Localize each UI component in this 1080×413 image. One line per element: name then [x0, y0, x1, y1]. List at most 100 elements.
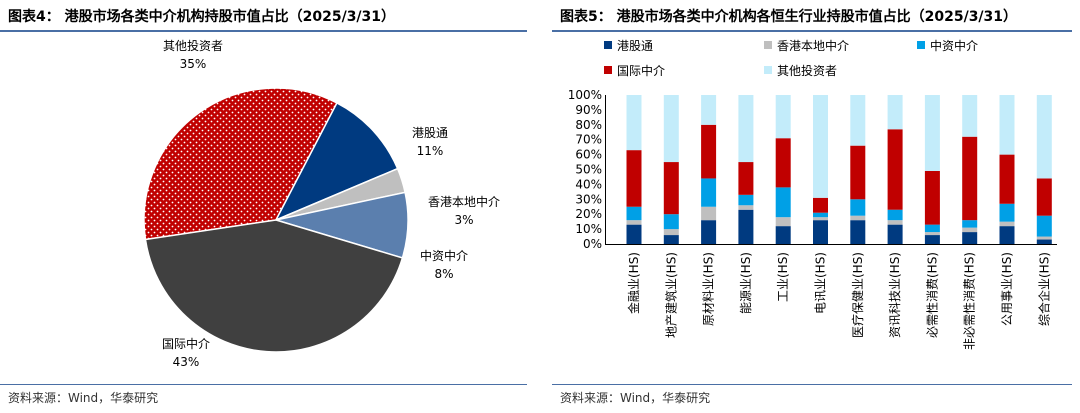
bar-segment	[887, 209, 903, 221]
x-tick-label: 公用事业(HS)	[1000, 252, 1014, 326]
bar-segment	[701, 220, 717, 244]
bar-segment	[775, 226, 791, 244]
bar-segment	[626, 150, 642, 207]
bar-segment	[999, 95, 1015, 155]
source-rule	[0, 384, 527, 385]
bar-segment	[887, 95, 903, 130]
legend-swatch	[764, 66, 772, 74]
bar-segment	[962, 220, 978, 228]
y-tick-label: 50%	[575, 163, 602, 177]
bar-segment	[813, 220, 828, 244]
bar-segment	[813, 212, 828, 218]
x-tick-label: 能源业(HS)	[739, 252, 753, 314]
bar-segment	[999, 203, 1015, 222]
bar-segment	[663, 229, 679, 236]
bar-segment	[663, 214, 679, 230]
pie-label-name: 国际中介	[162, 336, 210, 351]
slice-southbound	[274, 101, 399, 222]
x-tick-label: 地产建筑业(HS)	[663, 252, 678, 338]
bar-segment	[775, 138, 791, 188]
bar-segment	[775, 217, 791, 227]
pie-label-value: 8%	[434, 267, 453, 281]
bar-segment	[813, 197, 828, 213]
bar-segment	[1036, 215, 1052, 237]
bar-segment	[924, 224, 940, 233]
bar-segment	[962, 136, 978, 221]
x-tick-label: 医疗保健业(HS)	[851, 252, 865, 338]
bar-segment	[850, 220, 866, 244]
y-tick-label: 100%	[568, 88, 602, 102]
bar-segment	[887, 224, 903, 244]
x-tick-label: 原材料业(HS)	[702, 252, 716, 326]
y-tick-label: 40%	[575, 177, 602, 191]
legend-label: 国际中介	[617, 63, 665, 78]
bar-segment	[924, 232, 940, 236]
pie-label-value: 3%	[454, 213, 473, 227]
bar-segment	[663, 235, 679, 244]
pie-label-name: 其他投资者	[163, 38, 223, 53]
pie-chart-title: 图表4： 港股市场各类中介机构持股市值占比（2025/3/31）	[8, 9, 396, 25]
x-tick-label: 工业(HS)	[776, 252, 790, 302]
bar-segment	[962, 227, 978, 233]
bar-segment	[999, 221, 1015, 227]
legend-label: 其他投资者	[777, 63, 837, 78]
y-tick-label: 70%	[575, 133, 602, 147]
right-chart-panel: 图表5： 港股市场各类中介机构各恒生行业持股市值占比（2025/3/31） 港股…	[552, 0, 1072, 413]
bar-segment	[887, 129, 903, 210]
source-rule	[552, 384, 1072, 385]
bar-segment	[1036, 239, 1052, 244]
pie-label-value: 35%	[180, 57, 207, 71]
pie-label-value: 43%	[173, 355, 200, 369]
bar-segment	[887, 220, 903, 225]
bar-segment	[850, 145, 866, 200]
pie-label-name: 香港本地中介	[428, 194, 500, 209]
bar-segment	[738, 162, 754, 195]
bar-segment	[924, 235, 940, 244]
bar-segment	[738, 194, 754, 206]
bar-segment	[775, 187, 791, 218]
y-tick-label: 30%	[575, 192, 602, 206]
y-tick-label: 90%	[575, 103, 602, 117]
x-tick-label: 必需性消费(HS)	[925, 252, 939, 338]
pie-chart: 其他投资者 35% 港股通 11% 香港本地中介 3% 中资中介 8% 国际中介 43%	[143, 38, 500, 369]
x-tick-label: 非必需性消费(HS)	[963, 252, 977, 350]
bar-segment	[999, 154, 1015, 204]
y-tick-label: 20%	[575, 207, 602, 221]
pie-label-name: 中资中介	[420, 248, 468, 263]
bar-segment	[1036, 95, 1052, 179]
bar-segment	[626, 206, 642, 221]
pie-source-note: 资料来源：Wind，华泰研究	[8, 391, 159, 405]
pie-label-name: 港股通	[412, 126, 448, 140]
bar-segment	[626, 224, 642, 244]
bar-segment	[701, 178, 717, 207]
bar-segment	[701, 124, 717, 179]
bar-segment	[813, 217, 828, 221]
legend-label: 中资中介	[930, 38, 978, 53]
bar-source-note: 资料来源：Wind，华泰研究	[560, 391, 711, 405]
bar-segment	[738, 209, 754, 244]
legend-label: 港股通	[617, 39, 653, 53]
x-tick-label: 电讯业(HS)	[814, 252, 828, 314]
bar-segment	[1036, 178, 1052, 216]
y-tick-label: 60%	[575, 148, 602, 162]
bar-segment	[850, 215, 866, 221]
x-tick-label: 金融业(HS)	[626, 252, 641, 314]
bar-segment	[1036, 236, 1052, 240]
bar-segment	[663, 162, 679, 215]
bar-segment	[663, 95, 679, 163]
bar-segment	[962, 95, 978, 137]
y-tick-label: 80%	[575, 118, 602, 132]
legend-swatch	[764, 41, 772, 49]
title-rule	[552, 30, 1072, 32]
x-tick-label: 资讯科技业(HS)	[888, 252, 902, 338]
bar-chart-title: 图表5： 港股市场各类中介机构各恒生行业持股市值占比（2025/3/31）	[560, 9, 1018, 25]
legend-swatch	[917, 41, 925, 49]
bar-segment	[701, 206, 717, 221]
title-rule	[0, 30, 527, 32]
bar-segment	[962, 232, 978, 244]
bar-segment	[850, 199, 866, 216]
bar-segment	[701, 95, 717, 125]
bar-segment	[924, 170, 940, 225]
bar-segment	[850, 95, 866, 146]
